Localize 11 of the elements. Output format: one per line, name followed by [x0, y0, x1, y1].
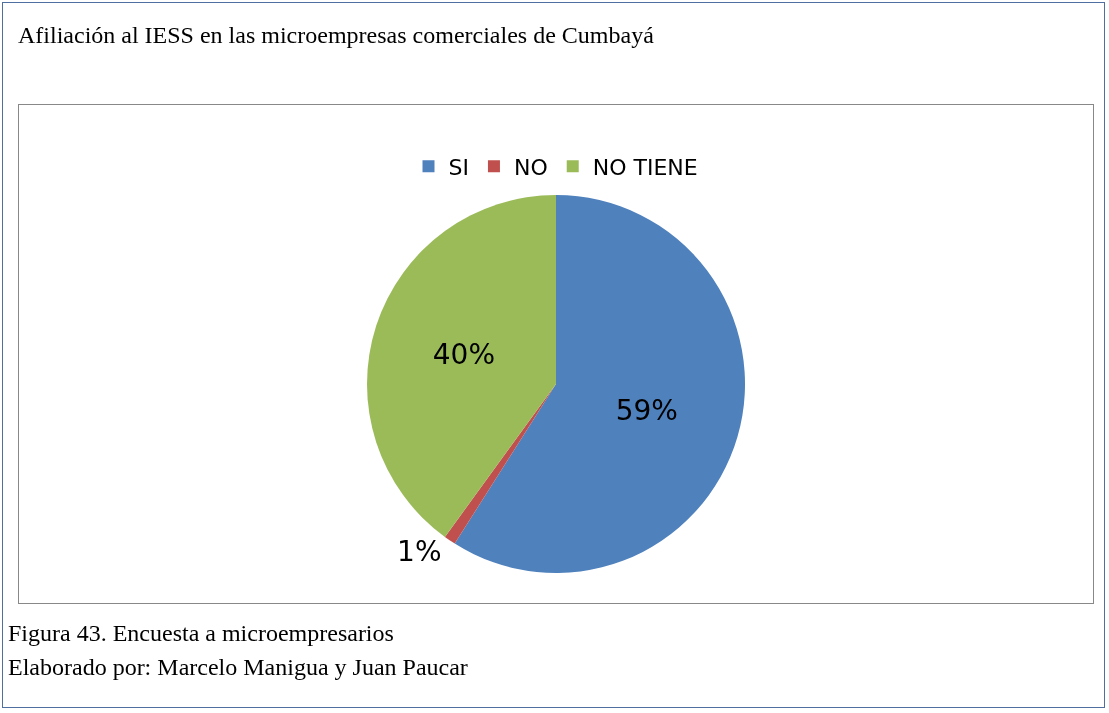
data-label: 1%	[397, 535, 442, 569]
data-label: 40%	[432, 337, 495, 371]
legend-label: NO	[513, 154, 548, 180]
chart-title: Afiliación al IESS en las microempresas comerciales de Cumbayá	[18, 22, 654, 49]
legend-label: NO TIENE	[592, 154, 698, 180]
text: Elaborado por: Marcelo Manigua y Juan Paucar	[8, 653, 468, 682]
pie-slice	[444, 384, 556, 544]
text: Figura 43. Encuesta a microempresarios	[8, 619, 395, 648]
pie-slice	[367, 195, 556, 537]
legend-label: SI	[448, 154, 469, 180]
data-label: 59%	[615, 393, 678, 427]
